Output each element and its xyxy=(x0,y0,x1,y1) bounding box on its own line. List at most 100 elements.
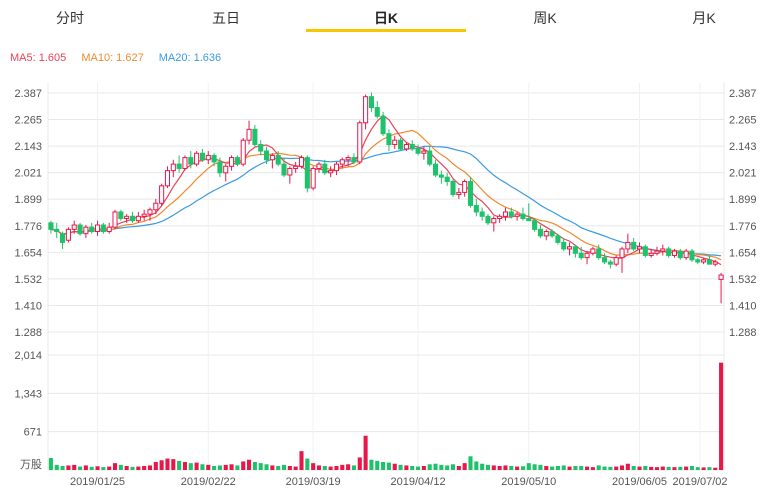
volume-bar xyxy=(328,466,333,470)
volume-bar xyxy=(474,461,479,470)
candle-body xyxy=(48,222,54,230)
legend-ma5: MA5: 1.605 xyxy=(10,52,67,64)
date-tick: 2019/03/19 xyxy=(286,476,341,488)
candle-body xyxy=(718,274,724,280)
volume-bar xyxy=(206,464,211,470)
candle-body xyxy=(578,252,584,259)
tab-intraday[interactable]: 分时 xyxy=(56,10,84,26)
tab-weekly-k[interactable]: 周K xyxy=(533,10,557,26)
volume-bar xyxy=(398,464,403,470)
candle-body xyxy=(194,152,200,165)
candle-body xyxy=(520,213,526,219)
volume-bar xyxy=(112,463,118,470)
candle-body xyxy=(83,226,89,235)
volume-bar xyxy=(322,466,327,470)
candle-body xyxy=(234,157,240,165)
volume-bar xyxy=(684,466,689,470)
volume-bar xyxy=(200,464,205,470)
candle-body xyxy=(642,246,648,256)
candle-body xyxy=(392,139,398,146)
volume-bar xyxy=(631,466,636,470)
volume-bar xyxy=(188,463,193,470)
candle-body xyxy=(141,213,147,217)
candle-body xyxy=(689,250,695,261)
date-tick: 2019/05/10 xyxy=(501,476,556,488)
volume-bar xyxy=(468,456,473,470)
candle-body xyxy=(153,202,159,211)
candle-body xyxy=(368,96,374,109)
candle-body xyxy=(176,163,182,169)
volume-bar xyxy=(147,465,153,470)
volume-bar xyxy=(550,466,555,470)
candle-body xyxy=(357,122,363,163)
candle-body xyxy=(567,246,573,250)
volume-bar xyxy=(416,466,421,470)
candle-body xyxy=(421,150,427,154)
price-tick-right: 2.265 xyxy=(729,115,757,127)
candle-body xyxy=(671,250,678,256)
candle-body xyxy=(403,144,409,150)
ma5-line xyxy=(50,114,722,266)
period-tabs: 分时 五日 日K 周K 月K xyxy=(0,0,776,32)
volume-tick: 1,343 xyxy=(14,388,42,400)
volume-bar xyxy=(142,466,147,470)
volume-bar xyxy=(433,463,438,470)
volume-bar xyxy=(404,465,409,470)
volume-bar xyxy=(124,466,129,470)
candle-body xyxy=(636,246,643,250)
candle-body xyxy=(648,252,654,256)
ma20-line xyxy=(50,145,722,257)
volume-bar xyxy=(672,467,677,470)
volume-bar xyxy=(445,465,450,470)
candle-body xyxy=(450,181,456,196)
volume-bar xyxy=(258,463,263,470)
price-tick-right: 1.776 xyxy=(729,221,757,233)
candle-body xyxy=(322,163,328,174)
volume-bar xyxy=(357,457,362,470)
candle-body xyxy=(263,150,270,161)
volume-bar xyxy=(410,466,415,470)
candle-body xyxy=(328,170,334,174)
tab-daily-k[interactable]: 日K xyxy=(373,10,399,26)
volume-bar xyxy=(182,462,187,470)
candle-body xyxy=(89,226,95,233)
volume-bar xyxy=(130,466,135,470)
volume-bar xyxy=(305,458,310,470)
candle-body xyxy=(398,139,404,150)
volume-tick: 2,014 xyxy=(14,350,42,362)
price-tick-right: 1.654 xyxy=(729,247,757,259)
candle-body xyxy=(549,231,555,237)
price-tick-right: 1.899 xyxy=(729,194,757,206)
tab-monthly-k[interactable]: 月K xyxy=(692,10,716,26)
candle-body xyxy=(240,139,246,165)
volume-bar xyxy=(713,467,718,470)
volume-bar xyxy=(165,458,170,470)
tab-five-day[interactable]: 五日 xyxy=(212,10,240,26)
volume-bar xyxy=(316,465,322,470)
volume-bar xyxy=(654,467,660,470)
volume-bar xyxy=(707,467,712,470)
volume-bar xyxy=(340,464,345,470)
candle-body xyxy=(94,224,101,233)
volume-bar xyxy=(567,466,572,470)
candle-body xyxy=(159,185,165,204)
volume-bar xyxy=(95,466,100,470)
candle-body xyxy=(473,204,479,213)
candle-body xyxy=(223,165,229,174)
active-tab-indicator xyxy=(306,29,466,32)
volume-bar xyxy=(619,465,625,470)
candle-body xyxy=(555,235,561,243)
candle-body xyxy=(502,211,509,217)
volume-bar xyxy=(346,464,351,470)
candle-body xyxy=(432,163,439,176)
candle-body xyxy=(462,181,468,193)
date-tick: 2019/06/05 xyxy=(612,476,667,488)
candle-body xyxy=(584,252,590,259)
candle-body xyxy=(596,248,602,259)
volume-bar xyxy=(427,464,432,470)
candle-body xyxy=(269,154,275,161)
volume-bar xyxy=(532,464,537,470)
candle-body xyxy=(246,128,252,141)
candle-body xyxy=(112,211,118,228)
